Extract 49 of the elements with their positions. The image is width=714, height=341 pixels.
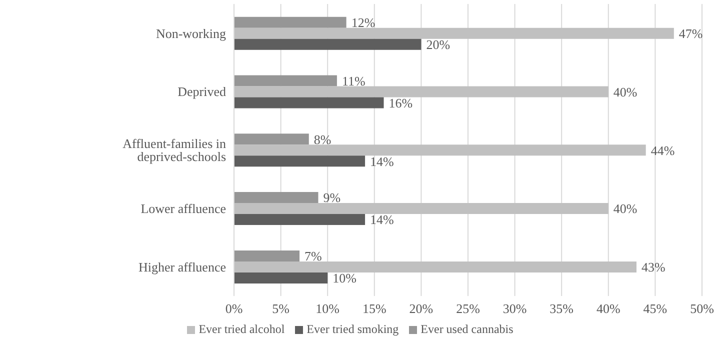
y-tick-label: Deprived xyxy=(178,84,226,100)
y-tick-label: Higher affluence xyxy=(138,259,226,274)
y-tick-label: Lower affluence xyxy=(140,201,226,216)
data-label: 11% xyxy=(342,73,366,88)
bar xyxy=(234,86,608,98)
x-tick-label: 5% xyxy=(272,301,290,316)
data-label: 44% xyxy=(650,142,675,158)
data-label: 7% xyxy=(304,248,322,264)
bar xyxy=(234,144,646,156)
bar xyxy=(234,203,608,214)
data-label: 12% xyxy=(351,14,376,30)
x-tick-label: 30% xyxy=(502,301,527,316)
data-label: 40% xyxy=(613,201,638,216)
x-tick-label: 10% xyxy=(316,301,340,316)
data-label: 40% xyxy=(613,84,638,100)
legend-label: Ever tried smoking xyxy=(306,322,399,336)
data-label: 10% xyxy=(332,270,357,286)
x-tick-label: 50% xyxy=(690,301,714,316)
data-label: 14% xyxy=(370,212,394,228)
data-label: 20% xyxy=(426,36,450,52)
bar xyxy=(234,38,422,50)
data-label: 16% xyxy=(388,95,413,110)
x-tick-label: 35% xyxy=(550,301,574,316)
data-label: 43% xyxy=(641,260,666,275)
y-tick-label: Non-working xyxy=(156,26,226,41)
y-tick-label: Affluent-families in deprived-schools xyxy=(122,136,226,164)
bar xyxy=(234,261,636,272)
data-label: 8% xyxy=(314,132,332,147)
legend-label: Ever tried alcohol xyxy=(198,322,285,336)
bar xyxy=(234,28,674,39)
x-tick-label: 25% xyxy=(456,301,480,316)
x-tick-label: 20% xyxy=(409,301,434,316)
bar xyxy=(234,16,346,28)
legend-label: Ever used cannabis xyxy=(420,322,514,336)
x-tick-label: 40% xyxy=(596,301,620,316)
bar xyxy=(234,250,300,262)
x-tick-label: 0% xyxy=(225,301,243,316)
bar xyxy=(234,75,337,86)
bar xyxy=(234,134,309,145)
bar xyxy=(234,272,328,284)
data-label: 47% xyxy=(678,26,703,41)
bar xyxy=(234,214,366,226)
bar xyxy=(234,97,384,108)
bar xyxy=(234,192,318,204)
bar xyxy=(234,156,366,167)
data-label: 9% xyxy=(323,190,341,206)
x-tick-label: 15% xyxy=(362,301,386,316)
x-tick-label: 45% xyxy=(643,301,668,316)
data-label: 14% xyxy=(370,154,394,169)
